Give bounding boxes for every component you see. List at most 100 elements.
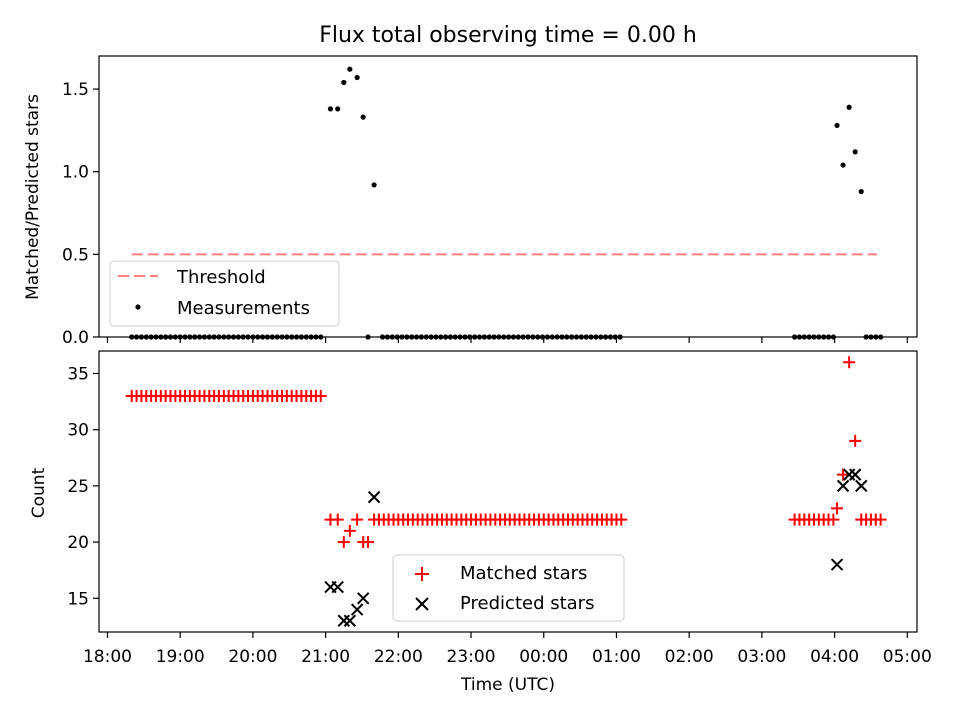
legend-matched-swatch [415,567,429,581]
top-legend: Threshold Measurements [109,260,340,327]
measurement-point [559,334,565,340]
measurement-point [433,334,439,340]
measurement-point [607,334,614,340]
predicted-star-point [356,592,370,605]
measurement-point [525,334,531,340]
top-y-axis-label: Matched/Predicted stars [23,94,43,300]
predicted-star-point [855,479,868,493]
predicted-star-stroke [836,479,850,493]
legend-measurements-label: Measurements [177,298,310,319]
measurement-point [796,334,803,340]
measurement-point [371,182,377,188]
bottom-panel: 15 20 25 30 35 18:00 19:00 20:00 21:00 22:00 23:0… [29,350,932,695]
matched-star-point [827,513,840,526]
measurement-point [308,334,314,340]
top-y-tick-label: 1.5 [62,80,89,100]
measurement-point [486,334,492,340]
measurement-point [143,334,149,340]
measurement-point [341,79,347,86]
measurement-point [535,334,541,340]
measurement-point [549,334,555,340]
measurement-point [129,334,135,340]
top-y-tick-label: 0.5 [62,245,89,265]
measurement-point [530,334,536,340]
measurement-point [544,334,550,340]
measurement-point [216,334,222,340]
predicted-star-stroke [367,490,381,504]
predicted-star-point [331,580,344,594]
x-tick-label: 04:00 [810,647,859,667]
measurement-point [269,334,275,340]
bottom-y-tick-label: 35 [67,364,89,384]
measurement-point [496,334,502,340]
measurement-point [404,334,410,340]
measurement-point [201,334,208,340]
measurement-point [806,334,812,340]
measurement-point [303,334,309,340]
measurement-point [138,334,145,340]
predicted-star-stroke [343,614,357,627]
measurement-point [230,334,237,340]
measurement-point [442,334,449,340]
x-tick-label: 05:00 [883,647,932,667]
measurement-point [811,334,817,340]
measurement-point [255,334,261,340]
measurement-point [384,334,391,340]
top-panel: 0.0 0.5 1.0 1.5 Matched/Predicted stars Thr… [23,55,918,348]
measurement-point [399,334,405,340]
measurement-point [327,106,334,112]
measurement-point [593,334,599,340]
measurement-point [133,334,140,340]
measurement-point [539,334,546,340]
predicted-star-point [343,614,357,627]
matched-star-point [843,356,856,369]
measurement-point [335,106,341,112]
measurement-point [462,334,468,340]
predicted-star-point [830,558,844,571]
measurement-point [250,334,256,340]
predicted-star-stroke [350,603,364,616]
legend-predicted-label: Predicted stars [460,593,594,614]
measurement-point [452,334,458,340]
x-tick-label: 01:00 [592,647,641,667]
measurement-point [409,334,415,340]
measurement-point [389,334,395,340]
measurement-point [583,334,589,340]
measurement-point [472,334,478,340]
bottom-x-ticks: 18:00 19:00 20:00 21:00 22:00 23:00 00:00 01:00… [83,632,932,667]
measurement-point [240,334,246,340]
measurement-point [163,334,169,340]
measurement-point [816,334,822,340]
measurement-point [612,334,618,340]
measurement-point [167,334,174,340]
measurement-point [825,334,832,340]
measurement-point [476,334,483,340]
measurement-point [846,104,852,110]
measurement-point [354,74,360,81]
measurement-point [279,334,285,340]
matched-star-point [331,513,344,526]
x-tick-label: 21:00 [301,647,350,667]
measurement-point [447,334,454,340]
predicted-star-point [350,603,364,616]
measurement-point [510,334,517,340]
measurement-point [418,334,424,340]
x-tick-label: 20:00 [228,647,277,667]
x-axis-label: Time (UTC) [460,675,555,695]
bottom-y-tick-label: 15 [67,589,89,609]
predicted-star-stroke [848,468,862,481]
measurement-point [313,334,319,340]
measurement-point [873,334,879,340]
measurement-point [573,334,580,340]
chart-title: Flux total observing time = 0.00 h [319,23,697,48]
top-y-ticks: 0.0 0.5 1.0 1.5 [62,80,99,348]
matched-star-point [351,513,364,526]
x-tick-label: 22:00 [374,647,423,667]
predicted-star-point [836,479,850,493]
matched-star-point [314,389,327,402]
measurement-point [196,334,203,340]
measurement-point [564,334,570,340]
measurement-point [221,334,227,340]
bottom-y-tick-label: 20 [67,533,89,553]
predicted-star-stroke [331,580,344,594]
